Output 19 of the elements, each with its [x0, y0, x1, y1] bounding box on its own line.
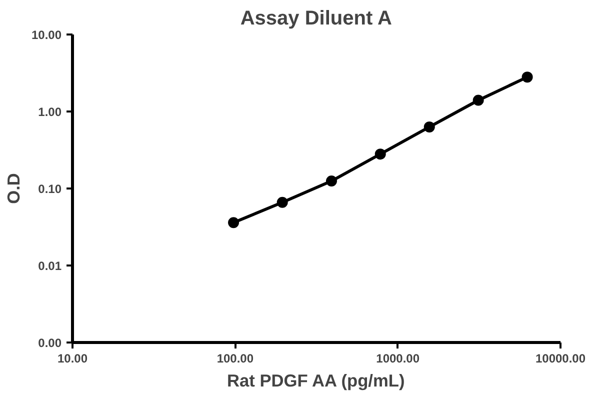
point [276, 196, 288, 208]
y-tick-label: 0.01 [38, 259, 62, 273]
x-tick-label: 1000.00 [376, 352, 420, 366]
point [424, 121, 435, 132]
point [326, 176, 337, 187]
y-axis-title: O.D [3, 173, 24, 204]
x-tick-label: 100.00 [216, 352, 254, 366]
chart-title: Assay Diluent A [240, 8, 392, 30]
y-tick-label: 0.00 [38, 336, 62, 350]
point [472, 94, 484, 106]
x-tick-label: 10000.00 [535, 352, 586, 366]
x-tick-label: 10.00 [57, 352, 88, 366]
y-tick-label: 0.10 [38, 182, 62, 196]
x-axis-title: Rat PDGF AA (pg/mL) [226, 370, 405, 390]
y-tick-label: 1.00 [38, 105, 62, 119]
point [374, 148, 386, 160]
point [522, 72, 533, 83]
point [228, 217, 240, 228]
y-tick-label: 10.00 [31, 28, 62, 42]
